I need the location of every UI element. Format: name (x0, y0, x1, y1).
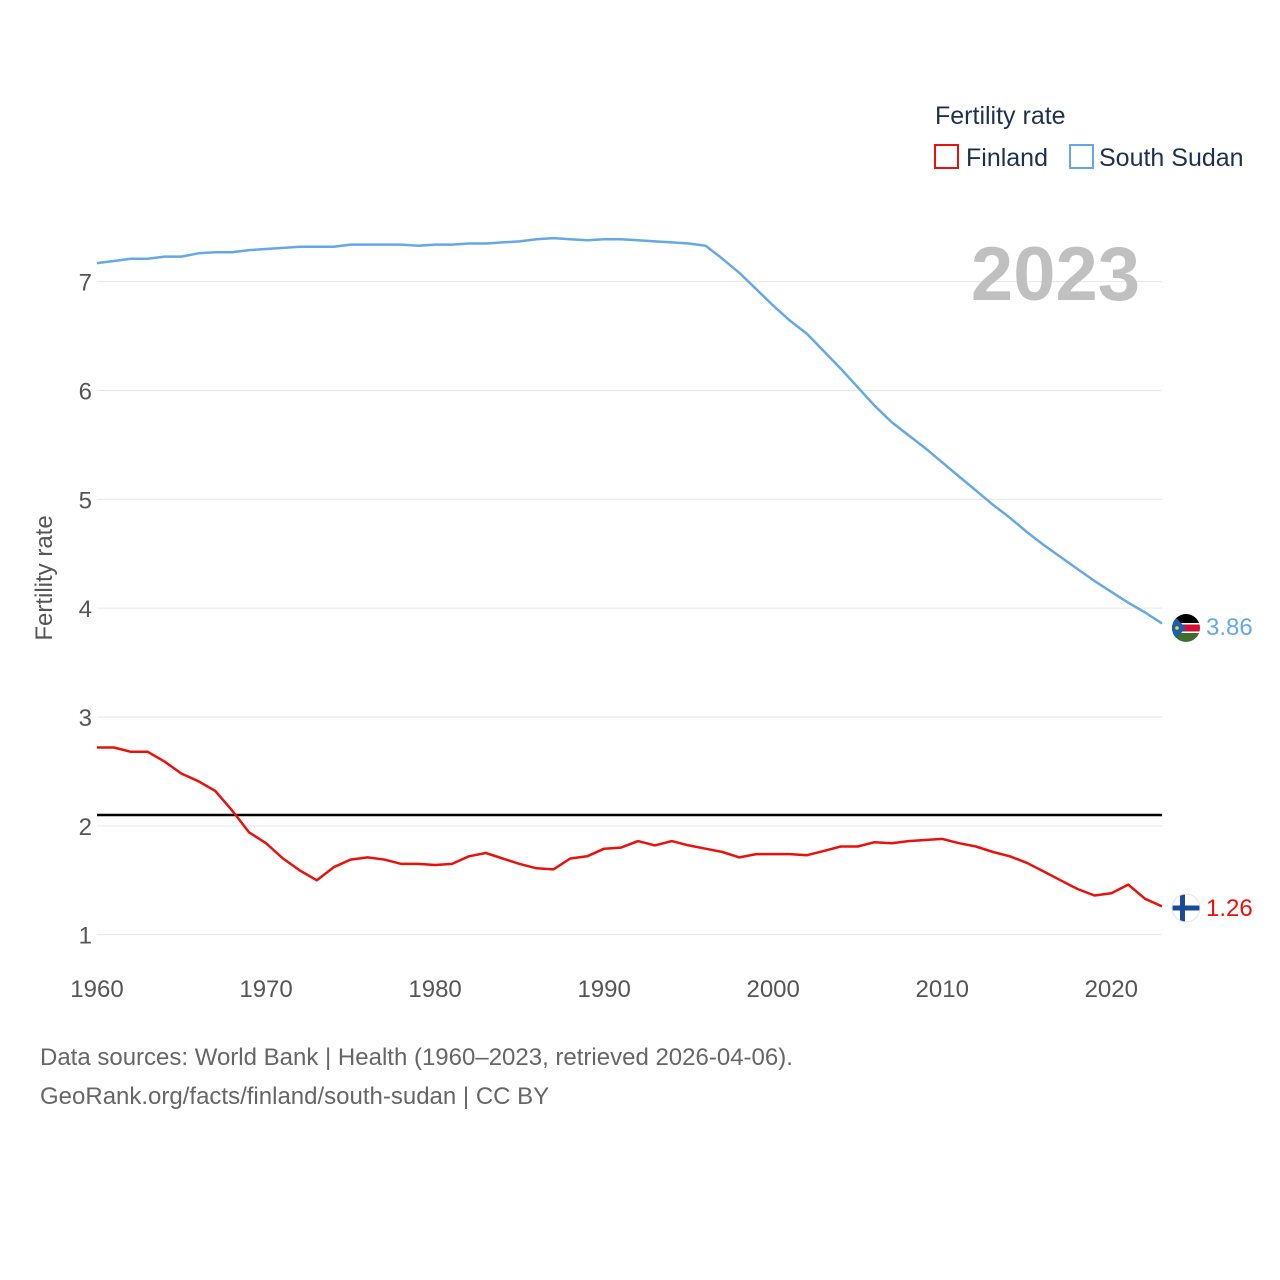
y-tick-label: 5 (79, 487, 92, 514)
footer-attribution-link[interactable]: GeoRank.org/facts/finland/south-sudan | … (40, 1083, 550, 1110)
x-tick-label: 2000 (746, 976, 799, 1003)
end-value-label-finland: 1.26 (1206, 895, 1253, 922)
end-value-label-south-sudan: 3.86 (1206, 614, 1253, 641)
x-tick-label: 2020 (1085, 976, 1138, 1003)
y-tick-label: 4 (79, 596, 92, 623)
y-tick-label: 6 (79, 378, 92, 405)
y-tick-labels: 1 2 3 4 5 6 7 (79, 270, 92, 950)
y-tick-label: 7 (79, 270, 92, 297)
legend-swatch-south-sudan (1069, 144, 1094, 169)
legend-swatch-finland (934, 144, 959, 169)
x-tick-label: 1990 (577, 976, 630, 1003)
fertility-chart: 1 2 3 4 5 6 7 1960 1970 1980 1990 2000 2010 2020 Fer… (31, 102, 1253, 1003)
y-gridlines (97, 281, 1162, 936)
y-tick-label: 3 (79, 705, 92, 732)
legend: Fertility rate Finland South Sudan (934, 102, 1244, 172)
x-tick-label: 1980 (408, 976, 461, 1003)
footer-data-sources: Data sources: World Bank | Health (1960–… (40, 1044, 793, 1071)
x-tick-label: 2010 (916, 976, 969, 1003)
legend-title: Fertility rate (935, 102, 1066, 130)
finland-flag-icon (1171, 893, 1201, 923)
y-tick-label: 2 (79, 814, 92, 841)
legend-label-south-sudan: South Sudan (1099, 144, 1244, 172)
series-line-south-sudan (96, 236, 1163, 625)
legend-label-finland: Finland (966, 144, 1048, 172)
y-axis-title: Fertility rate (31, 515, 58, 640)
current-year-label: 2023 (971, 232, 1140, 317)
series-line-finland (97, 746, 1163, 908)
south-sudan-flag-icon (1172, 614, 1200, 642)
x-tick-label: 1970 (239, 976, 292, 1003)
x-tick-label: 1960 (70, 976, 123, 1003)
y-tick-label: 1 (79, 923, 92, 950)
x-tick-labels: 1960 1970 1980 1990 2000 2010 2020 (70, 976, 1138, 1003)
